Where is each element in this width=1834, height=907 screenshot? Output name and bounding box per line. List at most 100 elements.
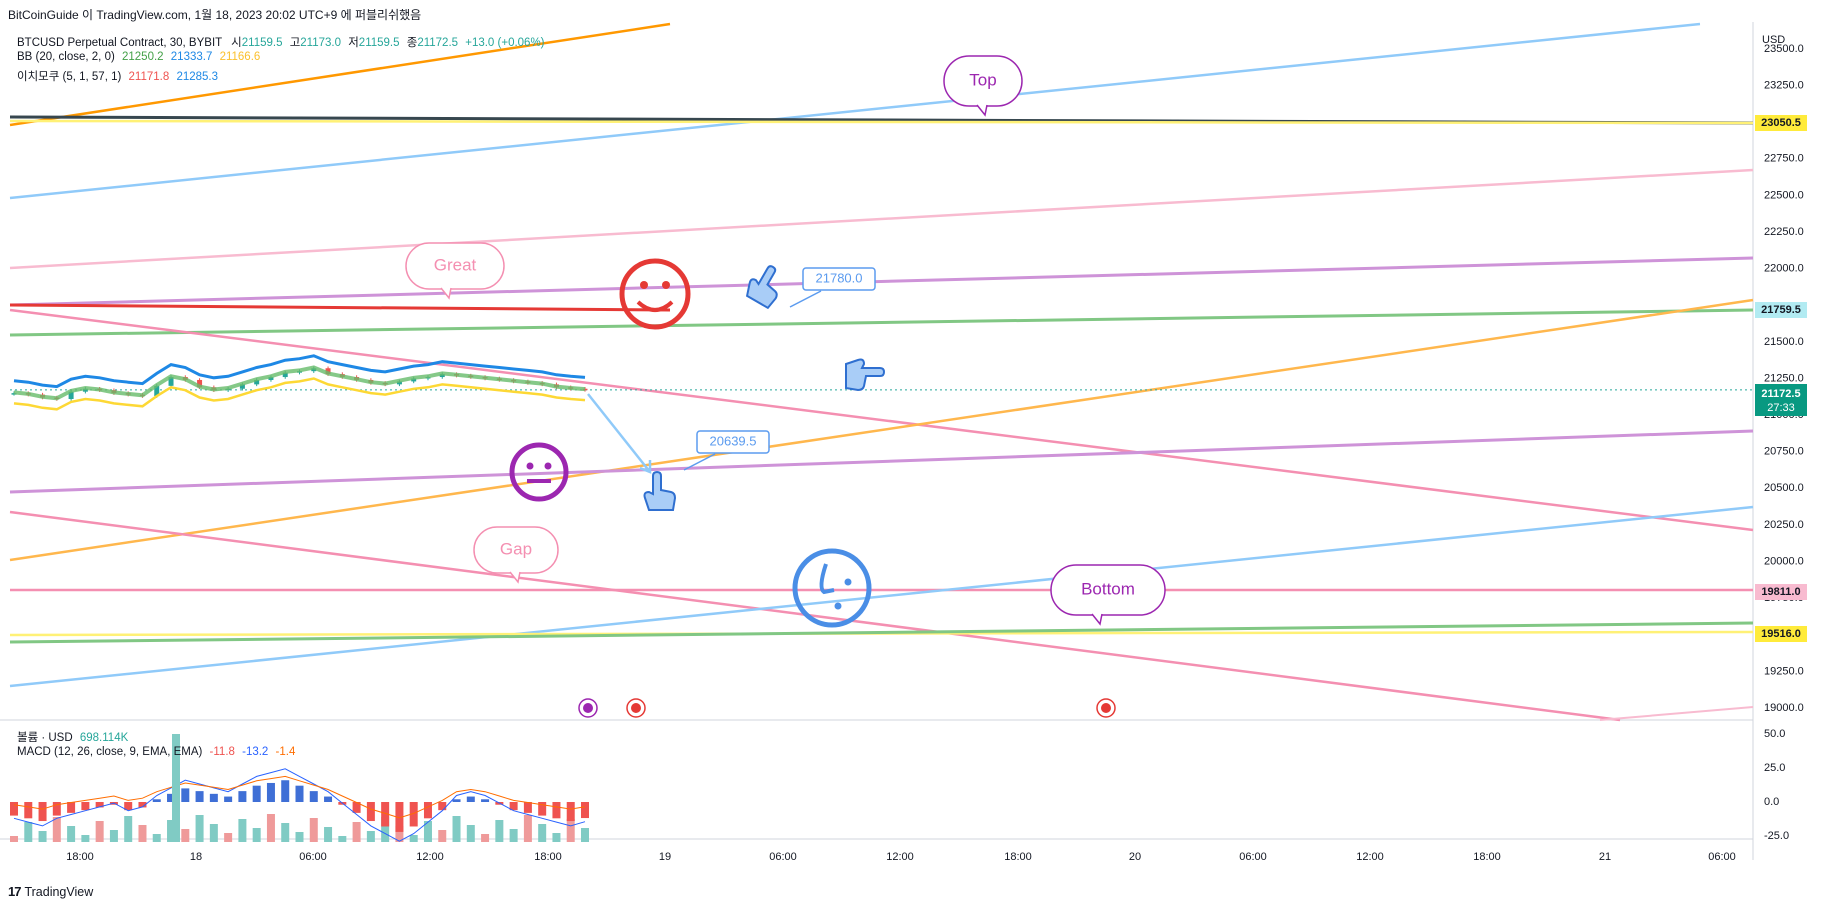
pointer-hand-icon-shape — [845, 358, 886, 392]
candle-body — [325, 368, 331, 375]
currency-label: USD — [1762, 34, 1785, 46]
pointer-hand-icon — [845, 358, 886, 392]
high-value: 21173.0 — [300, 37, 341, 49]
price-tag-bg — [1755, 584, 1807, 600]
time-tick-label: 12:00 — [1356, 851, 1384, 863]
happy-face-icon-eye — [640, 281, 648, 289]
pointer-hand-icon-shape — [643, 470, 677, 511]
projection-arrow — [587, 393, 651, 473]
open-label: 시 — [231, 37, 242, 49]
high-label: 고 — [289, 37, 301, 49]
top-bubble-text: Top — [969, 70, 996, 89]
price-callout-20639-text: 20639.5 — [710, 433, 757, 448]
volume-bar — [395, 826, 404, 842]
us-flag-event-icon-dot — [631, 703, 641, 713]
macd-histogram-bar — [395, 802, 404, 832]
bottom-bubble-text: Bottom — [1081, 579, 1135, 598]
volume-bar — [209, 824, 218, 842]
macd-histogram-bar — [552, 802, 561, 819]
volume-bar — [338, 836, 347, 842]
macd-histogram-bar — [266, 782, 275, 802]
volume-bar — [238, 819, 247, 842]
candle-body — [82, 388, 88, 392]
us-flag-event-icon — [1096, 698, 1116, 718]
macd-histogram-bar — [438, 802, 447, 811]
macd-histogram-bar — [181, 788, 190, 802]
price-tick-label: 22250.0 — [1764, 226, 1804, 238]
volume-bar — [381, 817, 390, 842]
candle-body — [168, 377, 174, 386]
price-tag-label: 23050.5 — [1761, 117, 1801, 129]
price-tag-bg — [1755, 115, 1807, 131]
volume-bar — [438, 830, 447, 842]
bb-label: BB (20, close, 2, 0) — [17, 51, 115, 63]
orange-trendline-rising — [9, 298, 1754, 562]
candle-body — [154, 385, 160, 397]
purple-trendline-lower — [9, 429, 1754, 494]
price-tick-label: 19250.0 — [1764, 665, 1804, 677]
volume-bar — [195, 815, 204, 842]
price-tick-label: 23250.0 — [1764, 80, 1804, 92]
time-tick-label: 18 — [190, 851, 202, 863]
macd-histogram-bar — [538, 802, 547, 816]
low-label: 저 — [348, 37, 359, 49]
great-bubble-shape — [405, 242, 505, 290]
blue-trendline-lower — [9, 505, 1754, 688]
volume-bar — [552, 833, 561, 842]
bottom-bubble-tail — [1091, 613, 1103, 626]
macd-histogram-bar — [566, 802, 575, 822]
macd-histogram-bar — [67, 802, 76, 813]
green-trendline-lower — [9, 621, 1754, 644]
volume-bar — [224, 833, 233, 842]
last-price-countdown: 27:33 — [1767, 402, 1795, 414]
time-tick-label: 21 — [1599, 851, 1611, 863]
macd-histogram-bar — [238, 791, 247, 802]
macd-tick-label: -25.0 — [1764, 830, 1789, 842]
neutral-face-icon-outline — [509, 442, 569, 502]
volume-bar — [495, 820, 504, 842]
candle-body — [268, 377, 274, 380]
change-value: +13.0 (+0.06%) — [465, 37, 545, 49]
macd-histogram-bar — [167, 793, 176, 802]
volume-bar — [423, 821, 432, 842]
gap-bubble: Gap — [473, 526, 559, 584]
macd-legend: MACD (12, 26, close, 9, EMA, EMA) -11.8 … — [17, 746, 295, 758]
price-tick-label: 23500.0 — [1764, 43, 1804, 55]
yellow-trendline-top — [9, 119, 1754, 125]
candle-body — [68, 391, 74, 400]
neutral-face-icon-eye — [526, 462, 534, 470]
projection-arrowhead — [639, 460, 652, 474]
macd-histogram-bar — [38, 802, 47, 822]
candle-body — [254, 379, 260, 385]
macd-histogram-bar — [452, 799, 461, 802]
publish-header: BitCoinGuide 이 TradingView.com, 1월 18, 2… — [8, 8, 422, 22]
macd-histogram-bar — [209, 793, 218, 802]
bottom-bubble: Bottom — [1050, 564, 1166, 626]
candle-body — [239, 384, 245, 389]
volume-bar — [167, 820, 176, 842]
candle-body — [396, 381, 402, 385]
footer-brand: TradingView — [24, 884, 94, 899]
volume-bar — [95, 821, 104, 842]
macd-histogram-bar — [366, 802, 375, 822]
price-tick-label: 22000.0 — [1764, 263, 1804, 275]
macd-signal-value: -1.4 — [275, 746, 296, 758]
price-tick-label: 20500.0 — [1764, 482, 1804, 494]
us-flag-event-icon — [626, 698, 646, 718]
price-callout-20639-leader — [683, 453, 716, 471]
price-callout-21780: 21780.0 — [789, 267, 876, 308]
time-tick-label: 06:00 — [299, 851, 327, 863]
volume-bar — [152, 834, 161, 842]
macd-histogram-bar — [195, 791, 204, 802]
volume-bar — [24, 822, 33, 842]
bb-mid: 21250.2 — [122, 51, 164, 63]
candle-body — [282, 372, 288, 378]
time-tick-label: 18:00 — [1473, 851, 1501, 863]
macd-histogram-bar — [24, 802, 33, 819]
bb-low: 21166.6 — [219, 51, 261, 63]
time-tick-label: 20 — [1129, 851, 1141, 863]
volume-bar — [466, 825, 475, 842]
macd-histogram-bar — [52, 802, 61, 816]
green-trendline-upper — [9, 308, 1754, 337]
